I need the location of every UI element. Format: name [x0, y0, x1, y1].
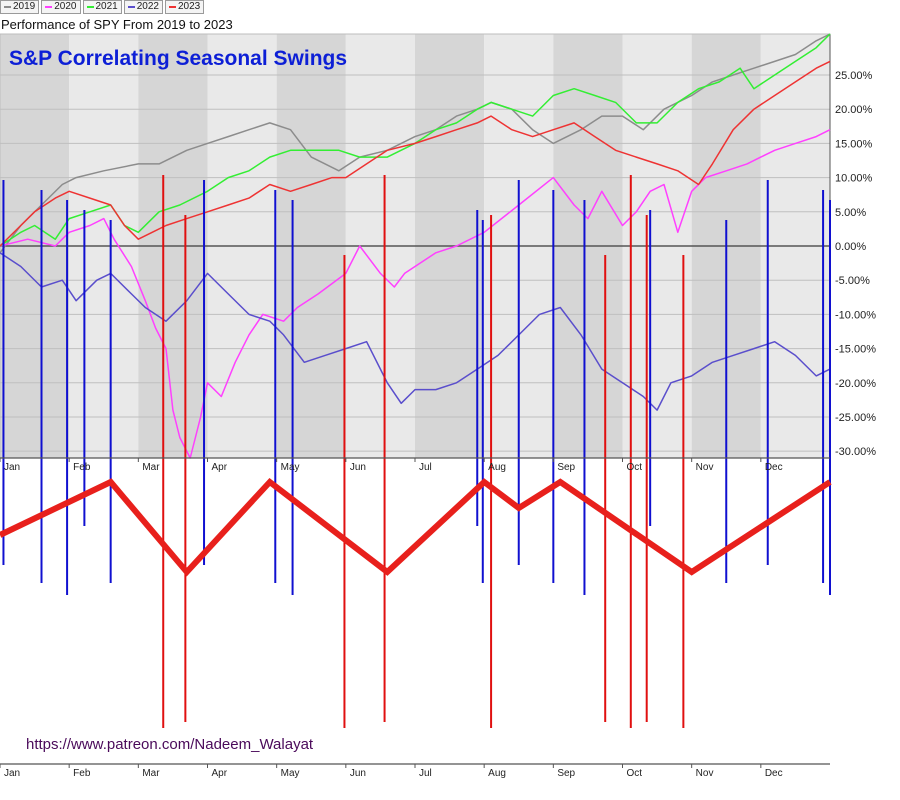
legend: 2019 2020 2021 2022 2023	[0, 0, 205, 14]
chart-title: S&P Correlating Seasonal Swings	[9, 47, 348, 70]
y-tick-label: -30.00%	[835, 446, 876, 458]
series-line-2022	[0, 252, 831, 411]
series-line-2023	[0, 60, 831, 247]
y-tick-label: 0.00%	[835, 241, 866, 253]
legend-swatch	[127, 6, 135, 8]
x-tick-label: Feb	[73, 768, 91, 779]
x-tick-label: Nov	[696, 462, 714, 473]
y-tick-label: 10.00%	[835, 173, 873, 185]
legend-item-2021: 2021	[82, 0, 122, 14]
x-tick-label: Mar	[142, 462, 160, 473]
legend-item-2023: 2023	[165, 0, 205, 14]
x-tick-label: Apr	[212, 768, 228, 779]
legend-swatch	[86, 6, 94, 8]
x-tick-label: Dec	[765, 768, 783, 779]
legend-item-2022: 2022	[123, 0, 163, 14]
legend-label: 2019	[13, 1, 36, 12]
y-tick-label: -20.00%	[835, 378, 876, 390]
legend-label: 2021	[95, 1, 118, 12]
x-tick-label: Dec	[765, 462, 783, 473]
legend-swatch	[45, 6, 53, 8]
legend-label: 2020	[54, 1, 77, 12]
gridlines: 25.00% 20.00% 15.00% 10.00% 5.00% 0.00% -5.00%…	[0, 34, 876, 458]
x-tick-label: Nov	[696, 768, 714, 779]
x-tick-label: May	[281, 462, 300, 473]
x-tick-label: Sep	[557, 768, 575, 779]
x-tick-label: Feb	[73, 462, 91, 473]
x-tick-label: Jul	[419, 462, 432, 473]
x-tick-label: Jan	[4, 768, 20, 779]
x-tick-label: Oct	[627, 768, 643, 779]
axes: Jan Feb Mar Apr May Jun Jul Aug Sep Oct Nov Dec Jan F…	[0, 457, 830, 779]
y-tick-label: 15.00%	[835, 138, 873, 150]
legend-item-2020: 2020	[41, 0, 81, 14]
y-tick-label: 25.00%	[835, 70, 873, 82]
y-tick-label: 5.00%	[835, 207, 866, 219]
source-url[interactable]: https://www.patreon.com/Nadeem_Walayat	[26, 736, 314, 753]
seasonal-swing-path	[0, 477, 832, 577]
y-tick-label: 20.00%	[835, 104, 873, 116]
x-tick-label: Mar	[142, 768, 160, 779]
x-tick-label: Oct	[627, 462, 643, 473]
x-tick-label: Jul	[419, 768, 432, 779]
legend-label: 2022	[136, 1, 159, 12]
chart-subtitle: Performance of SPY From 2019 to 2023	[1, 17, 233, 32]
y-tick-label: -15.00%	[835, 344, 876, 356]
x-tick-label: May	[281, 768, 300, 779]
x-tick-label: Aug	[488, 462, 506, 473]
x-tick-label: Aug	[488, 768, 506, 779]
legend-swatch	[169, 6, 176, 8]
x-tick-label: Sep	[557, 462, 575, 473]
legend-label: 2023	[178, 1, 201, 12]
y-tick-label: -25.00%	[835, 412, 876, 424]
x-tick-label: Jun	[350, 462, 366, 473]
legend-item-2019: 2019	[0, 0, 40, 14]
y-tick-label: -10.00%	[835, 309, 876, 321]
seasonal-markers	[0, 175, 832, 728]
x-tick-label: Apr	[212, 462, 228, 473]
legend-swatch	[4, 6, 11, 8]
series-lines	[0, 33, 831, 459]
x-tick-label: Jun	[350, 768, 366, 779]
y-tick-label: -5.00%	[835, 275, 870, 287]
x-tick-label: Jan	[4, 462, 20, 473]
